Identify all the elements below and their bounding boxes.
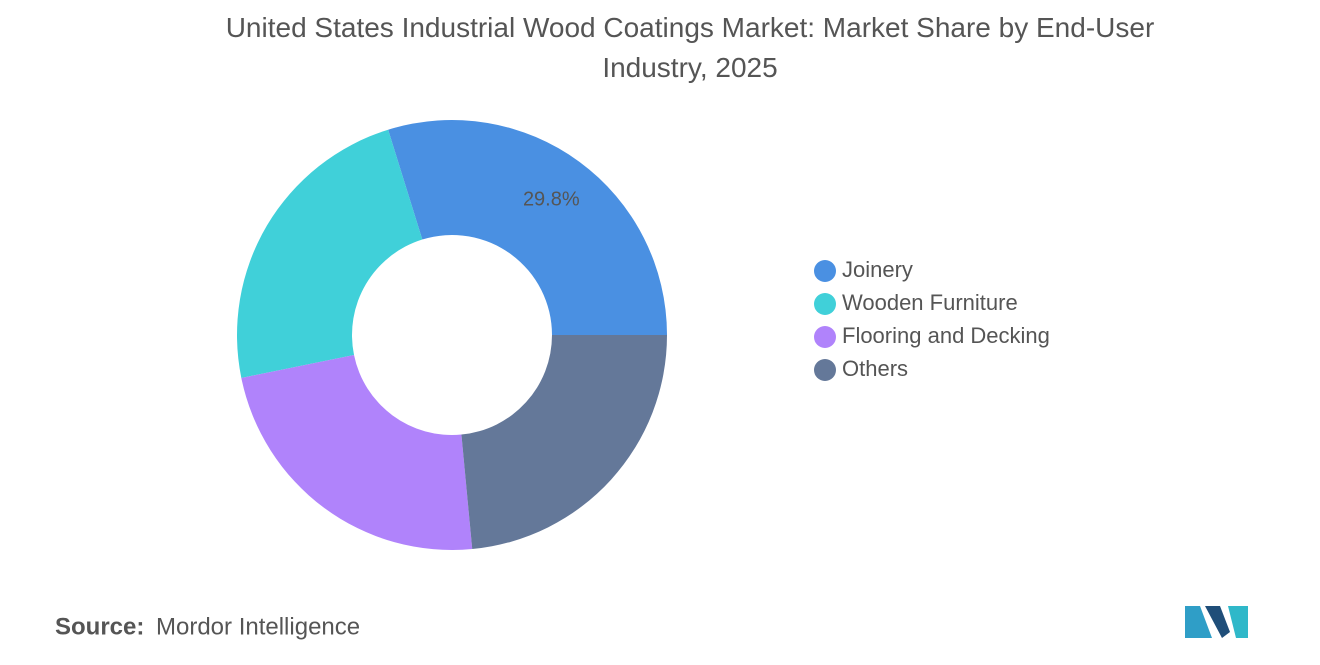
source-label: Source: — [55, 613, 144, 640]
logo — [1185, 606, 1248, 638]
donut-segment — [388, 119, 667, 336]
legend-marker — [814, 293, 836, 315]
logo-part — [1205, 606, 1230, 638]
legend-label: Others — [842, 356, 908, 381]
legend-label: Wooden Furniture — [842, 290, 1018, 315]
legend-marker — [814, 326, 836, 348]
legend-marker — [814, 260, 836, 282]
logo-part — [1228, 606, 1248, 638]
legend: Joinery Wooden Furniture Flooring and Deck… — [814, 257, 1050, 381]
donut-segment — [241, 354, 473, 551]
donut-segment — [461, 335, 667, 550]
legend-marker — [814, 359, 836, 381]
legend-label: Joinery — [842, 257, 913, 282]
source-text: Mordor Intelligence — [156, 613, 360, 640]
legend-label: Flooring and Decking — [842, 323, 1050, 348]
donut-segment — [236, 129, 423, 378]
chart-title: United States Industrial Wood Coatings M… — [226, 12, 1155, 83]
data-label: 29.8% — [523, 188, 580, 210]
logo-part — [1185, 606, 1212, 638]
